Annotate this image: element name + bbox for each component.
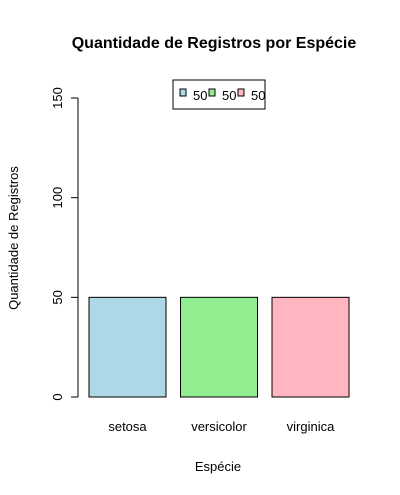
bar (88, 296, 167, 398)
legend-swatch (237, 88, 245, 97)
bar (271, 296, 350, 398)
chart-title: Quantidade de Registros por Espécie (72, 35, 357, 52)
y-tick-label: 0 (50, 393, 65, 400)
bar (180, 296, 258, 398)
x-tick-label: virginica (287, 419, 335, 434)
x-tick-label: setosa (108, 419, 147, 434)
y-tick-label: 150 (50, 87, 65, 109)
legend-entry: 50 (222, 88, 236, 103)
x-axis-label: Espécie (195, 459, 241, 474)
y-tick-label: 50 (50, 290, 65, 304)
legend-box (172, 79, 266, 110)
y-tick-label: 100 (50, 187, 65, 209)
x-tick-labels: setosa versicolor virginica (108, 419, 335, 434)
bars (88, 296, 350, 398)
x-tick-label: versicolor (191, 419, 247, 434)
legend-swatch (179, 88, 187, 97)
legend: 50 50 50 (172, 79, 266, 110)
y-axis-ticks: 0 50 100 150 (50, 87, 78, 401)
legend-swatch (208, 88, 216, 97)
y-axis-label: Quantidade de Registros (6, 166, 21, 310)
legend-entry: 50 (193, 88, 207, 103)
legend-entry: 50 (251, 88, 265, 103)
